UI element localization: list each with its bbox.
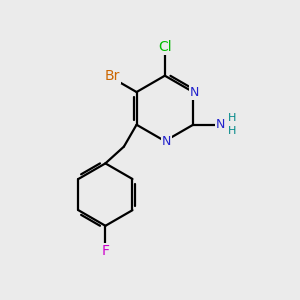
- Text: H: H: [228, 126, 236, 136]
- Text: F: F: [101, 244, 110, 258]
- Text: N: N: [162, 135, 171, 148]
- Text: N: N: [216, 118, 225, 131]
- Text: Cl: Cl: [158, 40, 172, 54]
- Text: N: N: [190, 85, 199, 98]
- Text: H: H: [228, 113, 236, 123]
- Text: Br: Br: [105, 69, 120, 83]
